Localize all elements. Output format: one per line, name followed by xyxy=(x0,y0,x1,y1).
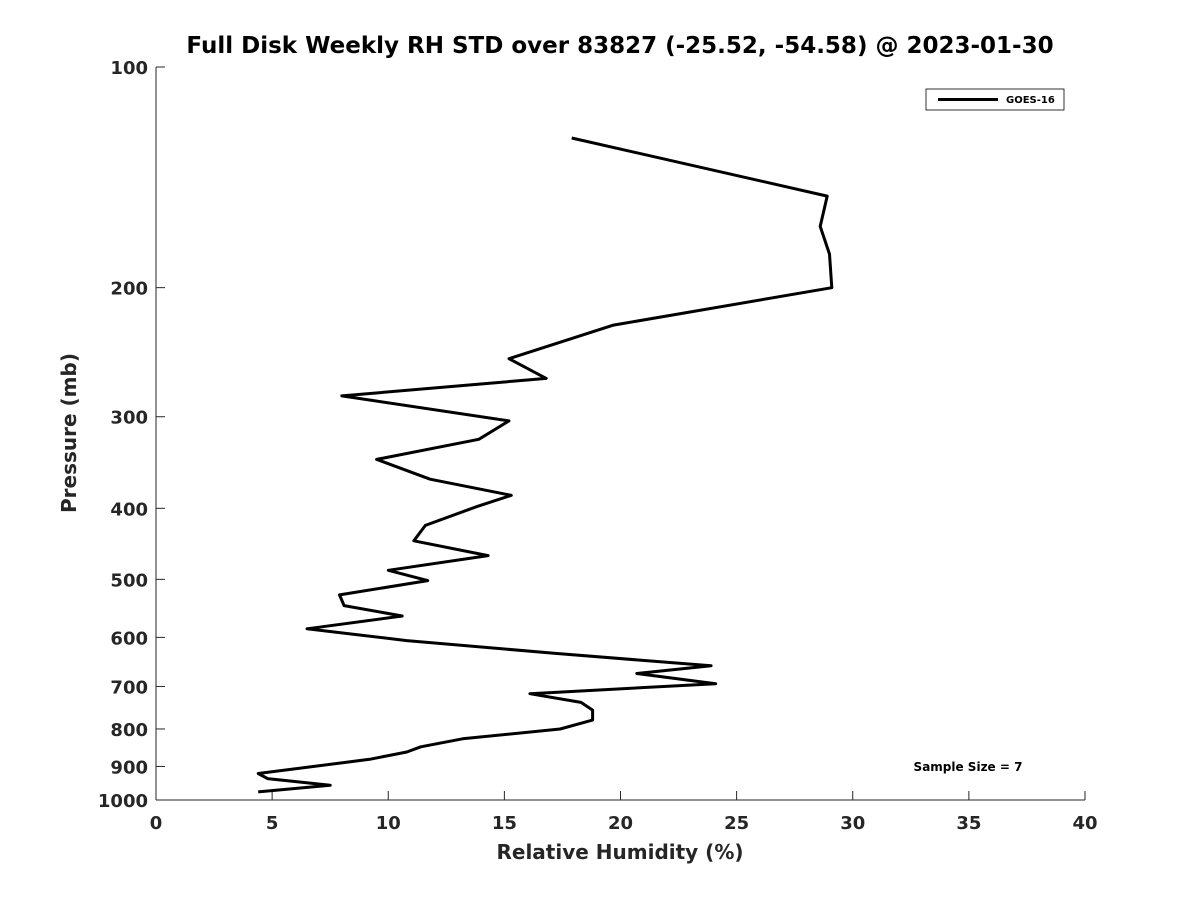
sample-size-annotation: Sample Size = 7 xyxy=(914,760,1023,774)
y-tick-label: 400 xyxy=(110,499,148,520)
plot-area xyxy=(156,67,1085,800)
y-axis-label: Pressure (mb) xyxy=(57,353,81,513)
x-tick-label: 10 xyxy=(376,813,401,834)
x-ticks: 0 5 10 15 20 25 30 35 40 xyxy=(150,791,1098,834)
legend-label: GOES-16 xyxy=(1006,95,1055,106)
series-group xyxy=(256,136,834,794)
x-tick-label: 0 xyxy=(150,813,163,834)
legend: GOES-16 xyxy=(925,88,1065,111)
y-tick-label: 500 xyxy=(110,570,148,591)
y-tick-label: 600 xyxy=(110,628,148,649)
y-tick-label: 100 xyxy=(110,58,148,79)
series-line-goes-16 xyxy=(256,136,834,794)
x-tick-label: 30 xyxy=(840,813,865,834)
y-tick-label: 800 xyxy=(110,720,148,741)
y-ticks: 100 200 300 400 500 600 700 800 900 1000 xyxy=(98,58,165,812)
x-axis-label: Relative Humidity (%) xyxy=(496,840,743,864)
y-tick-label: 900 xyxy=(110,757,148,778)
x-tick-label: 20 xyxy=(608,813,633,834)
chart-title: Full Disk Weekly RH STD over 83827 (-25.… xyxy=(186,33,1053,59)
y-tick-label: 700 xyxy=(110,677,148,698)
x-tick-label: 15 xyxy=(492,813,517,834)
x-tick-label: 40 xyxy=(1072,813,1097,834)
x-tick-label: 35 xyxy=(956,813,981,834)
y-tick-label: 1000 xyxy=(98,791,148,812)
y-tick-label: 200 xyxy=(110,279,148,300)
x-tick-label: 25 xyxy=(724,813,749,834)
x-tick-label: 5 xyxy=(266,813,279,834)
y-tick-label: 300 xyxy=(110,408,148,429)
